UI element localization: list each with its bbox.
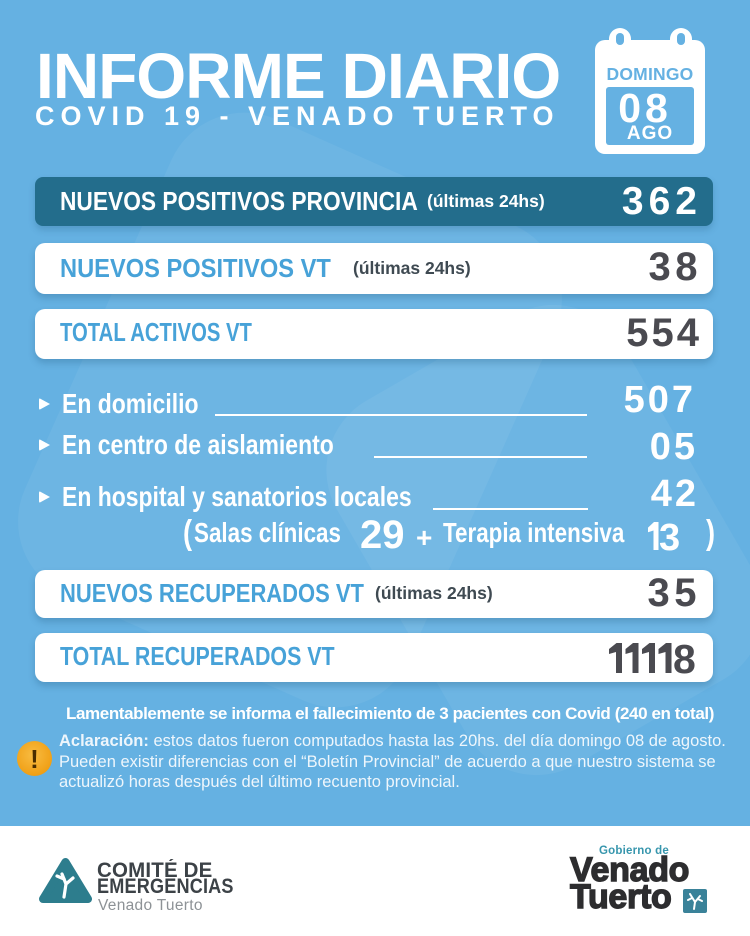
svg-text:3: 3 [659, 522, 680, 551]
svg-text:8: 8 [673, 643, 696, 674]
